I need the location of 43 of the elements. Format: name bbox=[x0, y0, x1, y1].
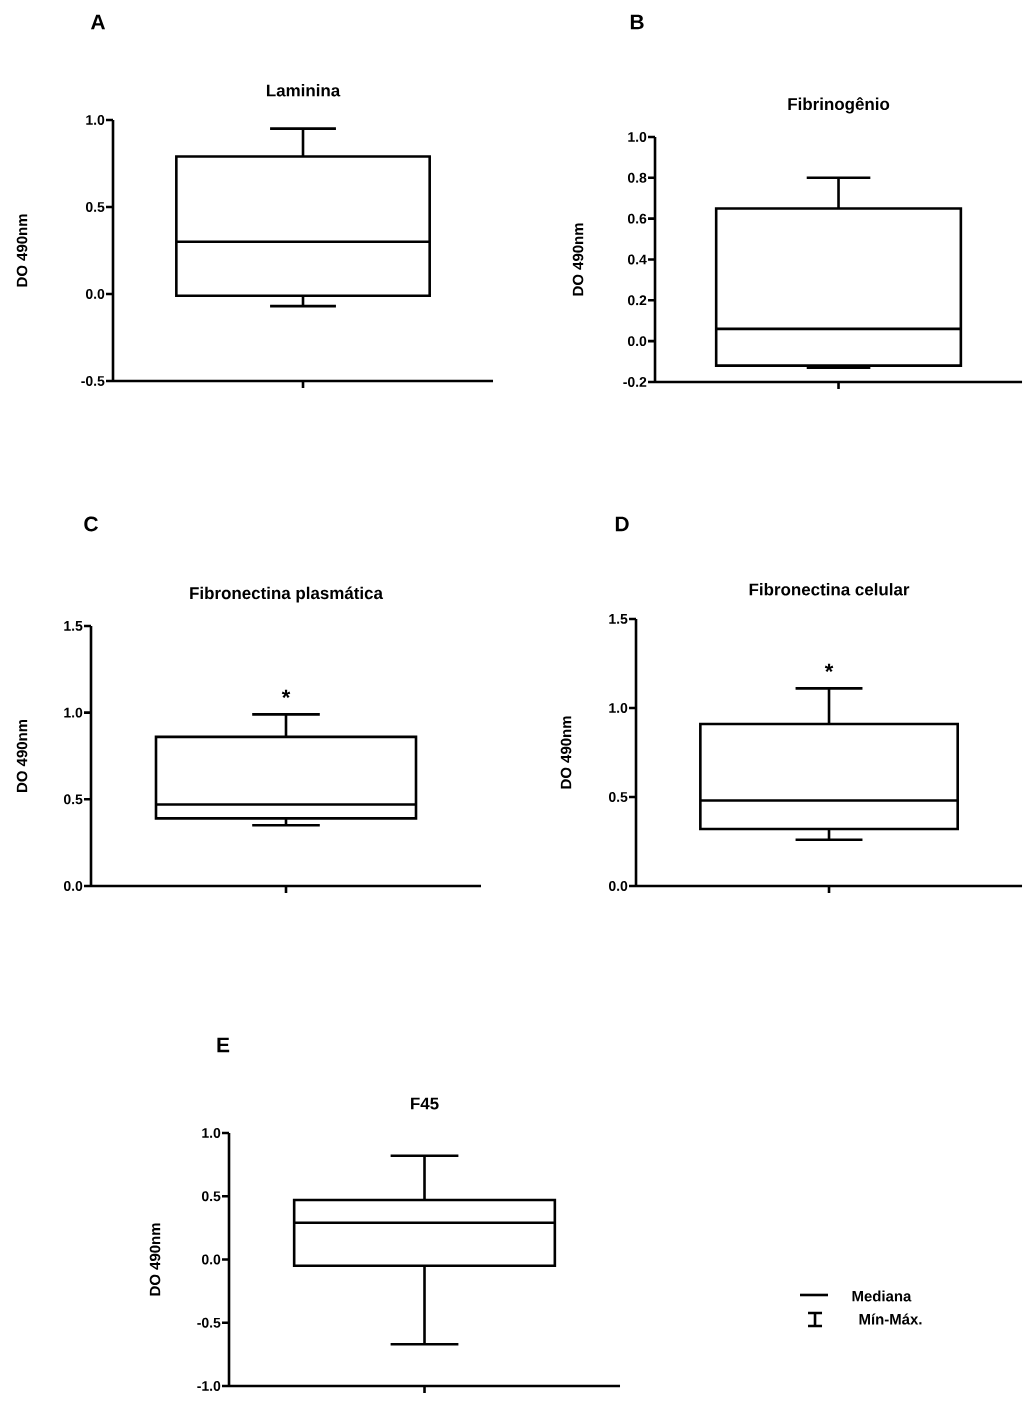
y-axis-title: DO 490nm bbox=[16, 214, 28, 287]
text: A bbox=[90, 14, 106, 30]
y-tick-label: -0.5 bbox=[197, 1317, 221, 1328]
y-tick-label: 0.0 bbox=[63, 881, 83, 891]
y-tick-label: 1.0 bbox=[202, 1128, 221, 1138]
y-tick-label: 0.5 bbox=[201, 1191, 221, 1202]
text: D bbox=[615, 516, 629, 532]
y-tick-label: 0.5 bbox=[85, 202, 105, 212]
text: B bbox=[630, 14, 644, 30]
y-tick-label: 0.0 bbox=[608, 881, 628, 891]
y-tick-label: 1.0 bbox=[86, 115, 105, 125]
y-tick-label: 0.4 bbox=[627, 254, 647, 265]
text: C bbox=[84, 516, 98, 532]
y-tick-label: 1.0 bbox=[609, 703, 628, 713]
y-tick-label: 0.0 bbox=[201, 1254, 221, 1265]
y-tick-label: 1.5 bbox=[609, 614, 628, 624]
y-tick-label: 0.5 bbox=[63, 794, 83, 805]
text: Mediana bbox=[852, 1290, 912, 1302]
y-tick-label: 0.0 bbox=[627, 336, 647, 347]
y-tick-label: -0.5 bbox=[81, 376, 105, 386]
y-tick-label: 0.5 bbox=[608, 792, 628, 802]
chart-title: Fibronectina plasmática bbox=[190, 586, 384, 603]
y-tick-label: 0.6 bbox=[627, 213, 647, 224]
y-tick-label: 0.2 bbox=[627, 295, 647, 306]
y-tick-label: 1.0 bbox=[64, 707, 83, 718]
text: Mín-Máx. bbox=[859, 1313, 922, 1325]
y-tick-label: -1.0 bbox=[197, 1381, 221, 1391]
y-tick-label: 1.0 bbox=[628, 132, 647, 142]
y-tick-label: 0.0 bbox=[85, 289, 105, 299]
y-axis-title: DO 490nm bbox=[560, 716, 572, 789]
y-tick-label: -0.2 bbox=[623, 377, 647, 387]
y-axis-title: DO 490nm bbox=[149, 1223, 161, 1296]
chart-title: Fibrinogênio bbox=[788, 97, 890, 114]
chart-title: Laminina bbox=[266, 84, 341, 97]
y-axis-title: DO 490nm bbox=[16, 719, 28, 792]
annotation: * bbox=[281, 689, 291, 698]
text: E bbox=[217, 1037, 230, 1053]
chart-title: F45 bbox=[411, 1097, 439, 1110]
y-tick-label: 0.8 bbox=[627, 172, 647, 183]
y-axis-title: DO 490nm bbox=[572, 223, 584, 296]
annotation: * bbox=[824, 663, 834, 672]
y-tick-label: 1.5 bbox=[64, 621, 83, 631]
chart-title: Fibronectina celular bbox=[749, 583, 910, 596]
